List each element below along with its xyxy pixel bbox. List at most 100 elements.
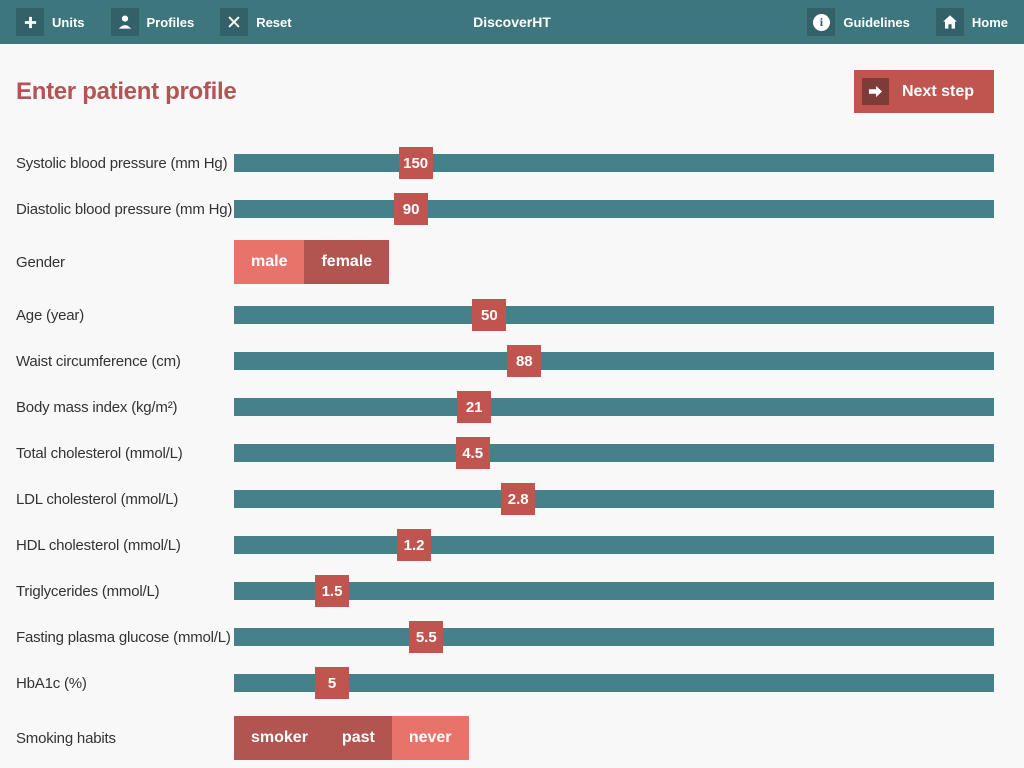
slider-handle[interactable]: 150 <box>398 147 433 179</box>
slider-value: 4.5 <box>462 444 484 462</box>
field-label: Fasting plasma glucose (mmol/L) <box>16 628 231 646</box>
info-icon: i <box>807 8 836 36</box>
home-icon <box>935 8 964 36</box>
slider-track[interactable] <box>234 536 994 554</box>
toggle-smoking: Smoking habits smoker past never <box>16 706 994 768</box>
guidelines-button[interactable]: i Guidelines <box>807 8 910 36</box>
slider-value: 88 <box>515 352 533 370</box>
smoking-option-smoker[interactable]: smoker <box>234 716 325 760</box>
field-label: Age (year) <box>16 306 85 324</box>
slider-age: Age (year) 50 <box>16 292 994 338</box>
smoking-toggle: smoker past never <box>234 706 994 768</box>
profiles-button[interactable]: Profiles <box>110 8 195 36</box>
slider-track[interactable] <box>234 674 994 692</box>
topbar-right-group: i Guidelines Home <box>807 8 1008 36</box>
field-label: HbA1c (%) <box>16 674 87 692</box>
slider-value: 50 <box>481 306 498 324</box>
topbar: Units Profiles Reset DiscoverHT i Guidel… <box>0 0 1024 44</box>
slider-track[interactable] <box>234 352 994 370</box>
slider-hba1c: HbA1c (%) 5 <box>16 660 994 706</box>
next-step-label: Next step <box>901 82 974 100</box>
slider-handle[interactable]: 2.8 <box>501 483 536 515</box>
smoking-option-past[interactable]: past <box>324 716 392 760</box>
reset-label: Reset <box>256 14 292 30</box>
slider-value: 2.8 <box>507 490 529 508</box>
slider-track[interactable] <box>234 200 994 218</box>
field-label: HDL cholesterol (mmol/L) <box>16 536 181 554</box>
slider-handle[interactable]: 5.5 <box>409 621 444 653</box>
slider-waist-circumference: Waist circumference (cm) 88 <box>16 338 994 384</box>
profiles-label: Profiles <box>146 14 195 30</box>
slider-systolic-bp: Systolic blood pressure (mm Hg) 150 <box>16 140 994 186</box>
slider-track[interactable] <box>234 444 994 462</box>
field-label: Body mass index (kg/m²) <box>16 398 178 416</box>
field-label: Total cholesterol (mmol/L) <box>16 444 183 462</box>
slider-track[interactable] <box>234 490 994 508</box>
slider-control: 88 <box>234 338 994 384</box>
person-icon <box>110 8 139 36</box>
slider-diastolic-bp: Diastolic blood pressure (mm Hg) 90 <box>16 186 994 232</box>
gender-option-male[interactable]: male <box>234 240 305 284</box>
field-label: Gender <box>16 253 65 271</box>
slider-control: 5 <box>234 660 994 706</box>
slider-ldl-cholesterol: LDL cholesterol (mmol/L) 2.8 <box>16 476 994 522</box>
slider-value: 150 <box>403 154 429 172</box>
slider-handle[interactable]: 88 <box>507 345 542 377</box>
slider-handle[interactable]: 1.2 <box>397 529 432 561</box>
gender-toggle: male female <box>234 232 994 292</box>
home-button[interactable]: Home <box>935 8 1008 36</box>
info-glyph: i <box>812 13 830 31</box>
slider-control: 1.2 <box>234 522 994 568</box>
field-label: Smoking habits <box>16 729 116 747</box>
field-label: Triglycerides (mmol/L) <box>16 582 160 600</box>
main-content: Enter patient profile Next step Systolic… <box>0 70 1024 768</box>
slider-value: 5.5 <box>415 628 437 646</box>
form-rows: Systolic blood pressure (mm Hg) 150 Dias… <box>16 140 994 768</box>
units-button[interactable]: Units <box>16 8 85 36</box>
slider-total-cholesterol: Total cholesterol (mmol/L) 4.5 <box>16 430 994 476</box>
slider-control: 2.8 <box>234 476 994 522</box>
slider-track[interactable] <box>234 398 994 416</box>
slider-hdl-cholesterol: HDL cholesterol (mmol/L) 1.2 <box>16 522 994 568</box>
gender-option-female[interactable]: female <box>304 240 390 284</box>
smoking-option-never[interactable]: never <box>391 716 469 760</box>
next-step-button[interactable]: Next step <box>853 70 994 113</box>
page-header: Enter patient profile Next step <box>16 70 994 113</box>
units-label: Units <box>52 14 85 30</box>
slider-control: 5.5 <box>234 614 994 660</box>
slider-control: 150 <box>234 140 994 186</box>
field-label: Waist circumference (cm) <box>16 352 181 370</box>
page-title: Enter patient profile <box>16 77 237 105</box>
slider-handle[interactable]: 21 <box>457 391 492 423</box>
x-icon <box>220 8 249 36</box>
slider-triglycerides: Triglycerides (mmol/L) 1.5 <box>16 568 994 614</box>
field-label: LDL cholesterol (mmol/L) <box>16 490 179 508</box>
slider-control: 50 <box>234 292 994 338</box>
arrow-right-icon <box>861 78 889 105</box>
slider-value: 1.5 <box>321 582 343 600</box>
slider-handle[interactable]: 5 <box>315 667 350 699</box>
reset-button[interactable]: Reset <box>220 8 292 36</box>
field-label: Systolic blood pressure (mm Hg) <box>16 154 228 172</box>
topbar-left-group: Units Profiles Reset <box>16 8 292 36</box>
slider-value: 5 <box>327 674 337 692</box>
slider-control: 21 <box>234 384 994 430</box>
slider-handle[interactable]: 90 <box>394 193 429 225</box>
slider-control: 4.5 <box>234 430 994 476</box>
toggle-gender: Gender male female <box>16 232 994 292</box>
slider-handle[interactable]: 1.5 <box>315 575 350 607</box>
slider-track[interactable] <box>234 154 994 172</box>
slider-bmi: Body mass index (kg/m²) 21 <box>16 384 994 430</box>
slider-fasting-glucose: Fasting plasma glucose (mmol/L) 5.5 <box>16 614 994 660</box>
plus-icon <box>16 8 44 36</box>
slider-handle[interactable]: 4.5 <box>455 437 490 469</box>
slider-track[interactable] <box>234 306 994 324</box>
slider-track[interactable] <box>234 582 994 600</box>
guidelines-label: Guidelines <box>843 14 910 30</box>
slider-track[interactable] <box>234 628 994 646</box>
slider-value: 1.2 <box>403 536 425 554</box>
slider-control: 90 <box>234 186 994 232</box>
field-label: Diastolic blood pressure (mm Hg) <box>16 200 233 218</box>
slider-control: 1.5 <box>234 568 994 614</box>
slider-handle[interactable]: 50 <box>472 299 507 331</box>
